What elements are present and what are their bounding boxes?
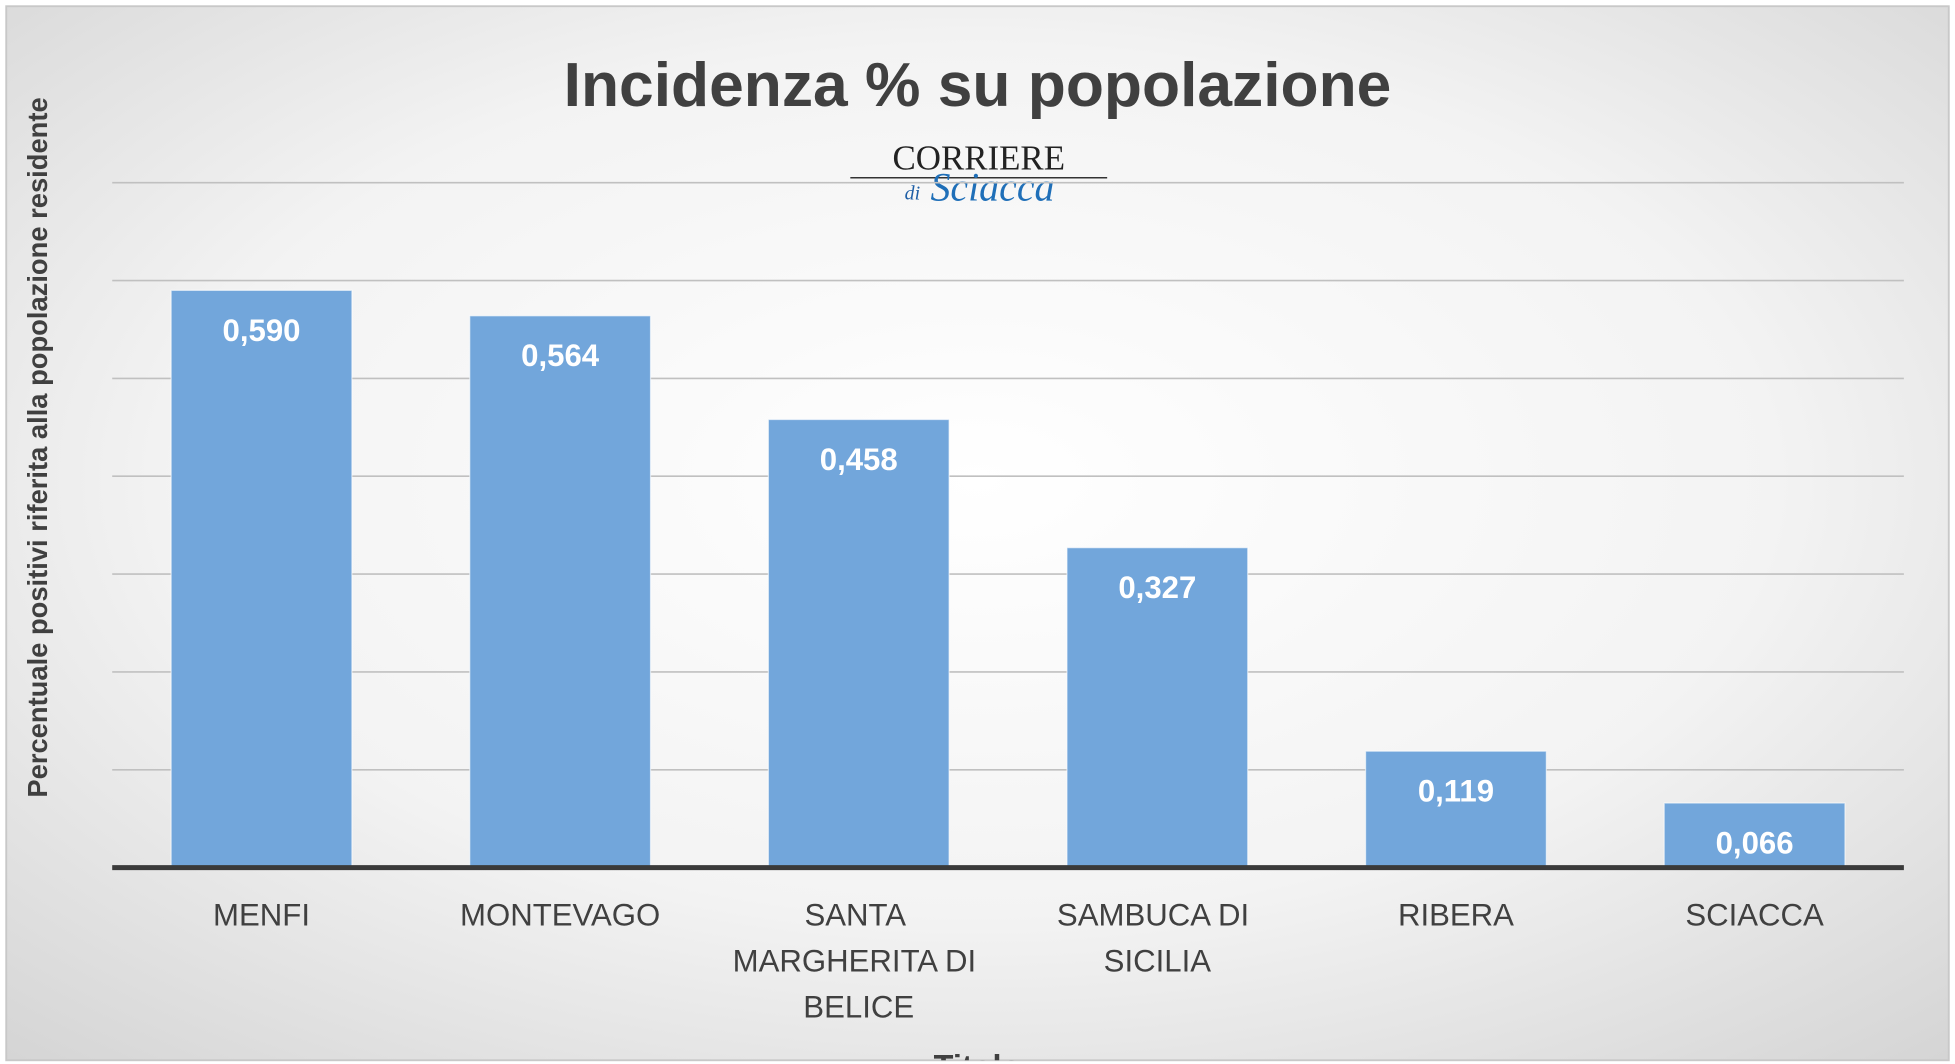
logo-name: CORRIERE (892, 139, 1065, 178)
bar (1364, 750, 1547, 869)
chart-title: Incidenza % su popolazione (564, 51, 1392, 120)
logo-place: Sciacca (930, 166, 1054, 210)
x-tick-label: MENFI (213, 898, 310, 933)
logo-sub: di (905, 183, 921, 205)
bar (170, 289, 353, 869)
data-label: 0,590 (223, 313, 301, 348)
logo: CORRIERE di Sciacca (850, 139, 1108, 210)
data-label: 0,119 (1418, 774, 1494, 809)
x-tick-label: MONTEVAGO (460, 898, 660, 933)
x-axis-label: Titolo (934, 1049, 1022, 1064)
bar (767, 418, 950, 869)
data-label: 0,564 (521, 338, 600, 373)
x-tick-label: RIBERA (1398, 898, 1514, 933)
data-label: 0,458 (820, 442, 898, 477)
x-tick-label: SANTA MARGHERITA DI BELICE (733, 898, 985, 1025)
x-tick-label: SAMBUCA DI SICILIA (1057, 898, 1258, 979)
y-axis-label: Percentuale positivi riferita alla popol… (22, 97, 53, 797)
bar (469, 315, 652, 869)
data-label: 0,327 (1118, 570, 1196, 605)
data-label: 0,066 (1716, 826, 1794, 861)
bar (1663, 802, 1846, 869)
bar (1066, 547, 1249, 869)
x-tick-label: SCIACCA (1685, 898, 1824, 933)
